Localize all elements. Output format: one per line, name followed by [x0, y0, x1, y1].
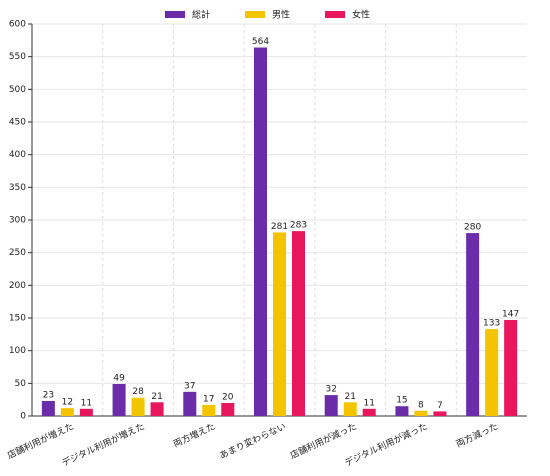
value-label: 32: [325, 385, 336, 395]
y-tick-label: 300: [9, 216, 26, 226]
bar: [433, 411, 447, 416]
value-label: 133: [483, 319, 500, 329]
legend-swatch: [325, 11, 345, 18]
bar: [324, 395, 338, 416]
y-tick-label: 450: [9, 118, 26, 128]
y-tick-label: 600: [9, 20, 26, 30]
y-tick-label: 50: [15, 379, 27, 389]
legend-swatch: [165, 11, 185, 18]
legend-label: 総計: [192, 9, 210, 21]
value-label: 37: [184, 381, 195, 391]
value-label: 564: [252, 37, 269, 47]
y-tick-label: 250: [9, 248, 26, 258]
legend-label: 女性: [352, 9, 370, 21]
x-tick-label: 両方減った: [454, 420, 500, 450]
value-label: 11: [363, 398, 374, 408]
y-tick-label: 500: [9, 85, 26, 95]
bar: [343, 402, 357, 416]
y-tick-label: 150: [9, 314, 26, 324]
x-tick-label: 店舗利用が減った: [288, 420, 358, 461]
bar: [504, 319, 518, 416]
value-label: 281: [271, 222, 288, 232]
bar: [414, 410, 428, 416]
x-tick-label: あまり変わらない: [217, 420, 287, 461]
bar: [202, 404, 216, 416]
bar: [292, 231, 305, 416]
value-label: 21: [344, 392, 355, 402]
bar: [395, 406, 409, 416]
x-tick-label: 両方増えた: [171, 420, 217, 450]
value-label: 28: [132, 387, 144, 397]
y-tick-label: 200: [9, 281, 26, 291]
bar: [112, 383, 126, 416]
value-label: 147: [502, 309, 519, 319]
value-label: 11: [81, 398, 92, 408]
y-tick-label: 0: [20, 412, 26, 422]
y-tick-label: 550: [9, 52, 26, 62]
legend-label: 男性: [272, 9, 290, 21]
bar: [60, 408, 74, 416]
value-label: 49: [113, 373, 125, 383]
value-label: 283: [290, 221, 307, 231]
value-label: 8: [418, 400, 424, 410]
bar: [79, 408, 93, 416]
y-tick-label: 400: [9, 150, 26, 160]
value-label: 17: [203, 394, 214, 404]
bar: [150, 402, 164, 416]
bar: [254, 47, 267, 417]
value-label: 23: [43, 390, 54, 400]
legend-swatch: [245, 11, 265, 18]
y-tick-label: 350: [9, 183, 26, 193]
bar: [41, 400, 55, 416]
bar: [131, 397, 145, 416]
bar: [485, 329, 499, 416]
value-label: 280: [464, 223, 481, 233]
bar: [362, 408, 376, 416]
value-label: 20: [222, 392, 234, 402]
value-label: 12: [62, 398, 73, 408]
bar: [183, 391, 197, 416]
value-label: 21: [151, 392, 162, 402]
value-label: 7: [437, 401, 443, 411]
value-label: 15: [396, 396, 407, 406]
x-tick-label: 店舗利用が増えた: [5, 420, 75, 461]
bar: [466, 233, 480, 416]
bar: [221, 402, 235, 416]
bar: [273, 232, 286, 416]
y-tick-label: 100: [9, 346, 26, 356]
